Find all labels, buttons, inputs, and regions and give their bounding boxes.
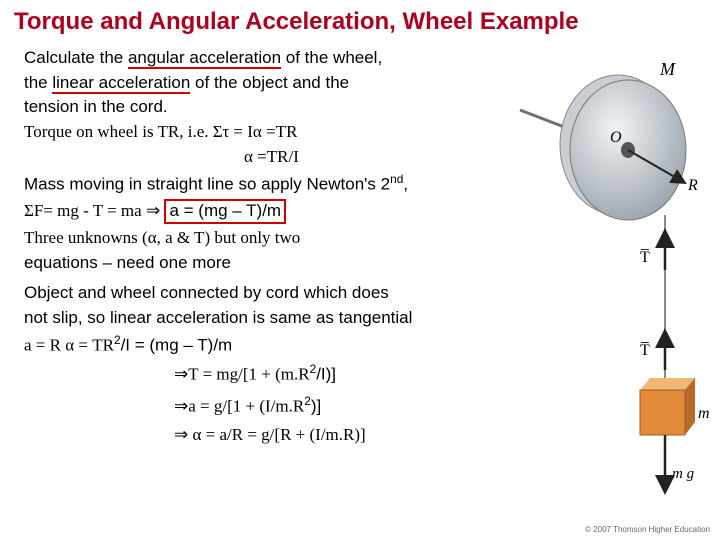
intro-line-3: tension in the cord. [24, 97, 504, 118]
sigmaF-line: ΣF= mg - T = ma ⇒ a = (mg – T)/m [24, 199, 504, 224]
newton-line: Mass moving in straight line so apply Ne… [24, 172, 504, 195]
label-T-up: T̅ [640, 248, 650, 266]
underline-angular: angular acceleration [128, 48, 281, 69]
copyright-text: © 2007 Thomson Higher Education [585, 525, 710, 534]
alpha-line: α =TR/I [24, 147, 504, 168]
results-block: ⇒T = mg/[1 + (m.R2/I)] ⇒a = g/[1 + (I/m.… [24, 362, 504, 446]
physics-diagram: M O R T̅ T̅ m m g⃗ [510, 50, 710, 510]
label-T-down: T̅ [640, 341, 650, 359]
result-T: ⇒T = mg/[1 + (m.R2/I)] [174, 362, 504, 385]
torque-line: Torque on wheel is TR, i.e. Στ = Iα =TR [24, 122, 504, 143]
text: of the wheel, [281, 48, 382, 67]
text: the [24, 73, 52, 92]
underline-linear: linear acceleration [52, 73, 190, 94]
unknowns-line-2: equations – need one more [24, 253, 504, 274]
a-eq-line: a = R α = TR2/I = (mg – T)/m [24, 333, 504, 356]
page-title: Torque and Angular Acceleration, Wheel E… [0, 0, 720, 42]
main-content: Calculate the angular acceleration of th… [24, 48, 504, 454]
label-R: R [687, 177, 698, 194]
result-alpha: ⇒ α = a/R = g/[R + (I/m.R)] [174, 425, 504, 446]
unknowns-line-1: Three unknowns (α, a & T) but only two [24, 228, 504, 249]
intro-line-1: Calculate the angular acceleration of th… [24, 48, 504, 69]
connected-line-1: Object and wheel connected by cord which… [24, 283, 504, 304]
text: of the object and the [190, 73, 349, 92]
intro-line-2: the linear acceleration of the object an… [24, 73, 504, 94]
text: Calculate the [24, 48, 128, 67]
label-O: O [610, 129, 622, 146]
result-a: ⇒a = g/[1 + (I/m.R2)] [174, 394, 504, 417]
label-m: m [698, 405, 710, 422]
connected-line-2: not slip, so linear acceleration is same… [24, 308, 504, 329]
label-M: M [659, 59, 676, 79]
label-mg: m g⃗ [672, 466, 706, 482]
red-box-equation: a = (mg – T)/m [164, 199, 286, 224]
